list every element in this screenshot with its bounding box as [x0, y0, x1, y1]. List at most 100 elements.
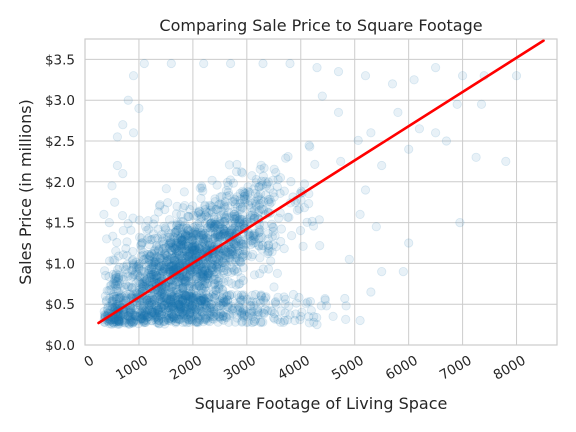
- scatter-point: [232, 247, 242, 257]
- scatter-point: [185, 248, 195, 258]
- scatter-point: [138, 255, 149, 265]
- scatter-point: [193, 240, 203, 250]
- scatter-point: [194, 235, 204, 245]
- scatter-point: [193, 297, 203, 307]
- scatter-point: [175, 240, 186, 250]
- scatter-point: [207, 292, 217, 302]
- scatter-point: [217, 191, 227, 201]
- scatter-point: [211, 204, 221, 214]
- scatter-point: [171, 316, 181, 327]
- scatter-point: [183, 231, 193, 241]
- scatter-point: [177, 295, 187, 305]
- scatter-point: [181, 241, 192, 251]
- scatter-point: [235, 195, 245, 205]
- scatter-point: [166, 282, 176, 293]
- scatter-point: [152, 303, 162, 313]
- scatter-point: [179, 274, 189, 284]
- scatter-point: [142, 307, 152, 317]
- scatter-point: [188, 245, 198, 255]
- scatter-point: [239, 292, 249, 302]
- scatter-point: [142, 225, 152, 235]
- scatter-point: [158, 285, 168, 295]
- scatter-point: [220, 203, 230, 213]
- scatter-point: [254, 228, 264, 238]
- scatter-point: [115, 283, 125, 293]
- scatter-point: [161, 262, 171, 272]
- scatter-point: [139, 281, 149, 291]
- scatter-point: [198, 230, 208, 240]
- scatter-point: [209, 293, 219, 303]
- scatter-point: [178, 284, 188, 294]
- scatter-point: [228, 223, 238, 233]
- scatter-point: [187, 242, 197, 252]
- scatter-point: [240, 217, 250, 228]
- scatter-point: [172, 221, 182, 231]
- scatter-point: [387, 79, 398, 89]
- scatter-point: [174, 299, 184, 309]
- scatter-point: [183, 225, 194, 235]
- scatter-point: [181, 246, 192, 256]
- x-axis-label: Square Footage of Living Space: [195, 394, 448, 413]
- scatter-point: [177, 308, 187, 318]
- scatter-point: [249, 301, 259, 311]
- scatter-point: [251, 175, 261, 185]
- scatter-point: [128, 213, 138, 223]
- scatter-point: [228, 248, 238, 258]
- scatter-point: [172, 233, 182, 243]
- scatter-point: [247, 297, 257, 307]
- scatter-point: [220, 212, 230, 222]
- scatter-point: [163, 298, 173, 308]
- scatter-point: [207, 309, 217, 319]
- scatter-point: [207, 222, 217, 232]
- scatter-point: [174, 281, 184, 291]
- scatter-point: [182, 269, 192, 279]
- scatter-point: [221, 296, 231, 307]
- scatter-point: [184, 254, 194, 264]
- scatter-point: [219, 289, 229, 299]
- scatter-point: [150, 267, 160, 277]
- scatter-point: [199, 270, 209, 280]
- scatter-point: [159, 282, 170, 292]
- scatter-point: [167, 279, 178, 289]
- scatter-point: [237, 317, 247, 327]
- scatter-point: [265, 184, 275, 194]
- scatter-point: [279, 244, 289, 254]
- scatter-point: [128, 311, 138, 321]
- scatter-point: [188, 284, 199, 294]
- scatter-point: [100, 266, 110, 276]
- scatter-point: [134, 259, 144, 269]
- scatter-point: [132, 316, 142, 326]
- scatter-point: [154, 257, 164, 267]
- scatter-point: [212, 259, 222, 269]
- scatter-point: [131, 263, 142, 273]
- scatter-point: [213, 276, 223, 287]
- scatter-point: [191, 273, 202, 284]
- scatter-point: [121, 279, 131, 290]
- scatter-point: [125, 319, 135, 329]
- scatter-point: [187, 311, 197, 322]
- scatter-point: [154, 297, 164, 307]
- scatter-point: [177, 296, 187, 307]
- scatter-point: [202, 233, 212, 243]
- scatter-point: [457, 71, 468, 81]
- scatter-point: [169, 305, 179, 315]
- scatter-point: [140, 276, 150, 286]
- scatter-point: [133, 311, 143, 322]
- scatter-point: [184, 291, 194, 301]
- scatter-point: [158, 268, 168, 278]
- scatter-point: [160, 316, 170, 326]
- scatter-point: [279, 186, 289, 196]
- scatter-point: [159, 293, 169, 303]
- scatter-point: [165, 243, 175, 253]
- scatter-point: [263, 229, 273, 239]
- scatter-point: [146, 316, 156, 326]
- scatter-point: [173, 261, 183, 271]
- y-axis-label: Sales Price (in millions): [16, 99, 35, 285]
- scatter-point: [263, 177, 273, 187]
- scatter-point: [302, 297, 313, 307]
- scatter-point: [159, 316, 169, 326]
- scatter-point: [227, 301, 237, 311]
- scatter-point: [174, 289, 185, 300]
- scatter-point: [242, 251, 252, 261]
- scatter-point: [139, 298, 149, 308]
